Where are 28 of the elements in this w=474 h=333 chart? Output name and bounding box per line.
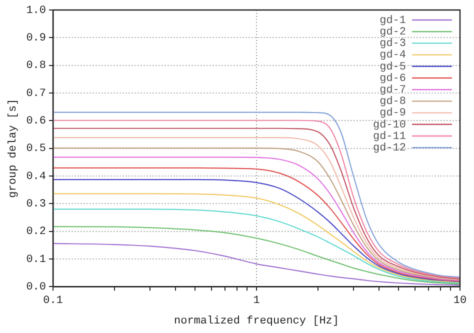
legend-label: gd-5	[380, 61, 406, 74]
y-axis-title: group delay [s]	[8, 98, 20, 198]
y-tick-label: 0.3	[26, 198, 46, 211]
legend-label: gd-12	[372, 142, 406, 155]
y-tick-label: 0.9	[26, 32, 46, 45]
x-axis-title: normalized frequency [Hz]	[174, 315, 340, 328]
legend-label: gd-3	[380, 38, 406, 50]
y-tick-label: 0.8	[26, 60, 46, 72]
y-tick-label: 0.1	[26, 254, 46, 266]
legend-label: gd-1	[380, 14, 406, 27]
x-tick-label: 0.1	[43, 295, 64, 308]
legend-label: gd-11	[372, 130, 406, 143]
legend-label: gd-9	[380, 108, 406, 120]
legend-label: gd-4	[380, 50, 406, 62]
legend-label: gd-2	[380, 26, 406, 39]
y-tick-label: 0.4	[26, 170, 46, 183]
x-tick-label: 10	[453, 295, 467, 308]
y-tick-label: 1.0	[26, 4, 46, 17]
y-tick-label: 0.7	[26, 88, 46, 100]
y-tick-label: 0.0	[26, 282, 46, 294]
y-tick-label: 0.5	[26, 143, 46, 156]
x-tick-label: 1	[253, 295, 260, 308]
y-tick-label: 0.6	[26, 116, 46, 128]
legend-label: gd-7	[380, 84, 406, 97]
legend-label: gd-6	[380, 72, 406, 85]
legend-label: gd-8	[380, 96, 406, 108]
y-tick-label: 0.2	[26, 226, 46, 238]
legend-label: gd-10	[372, 119, 406, 132]
